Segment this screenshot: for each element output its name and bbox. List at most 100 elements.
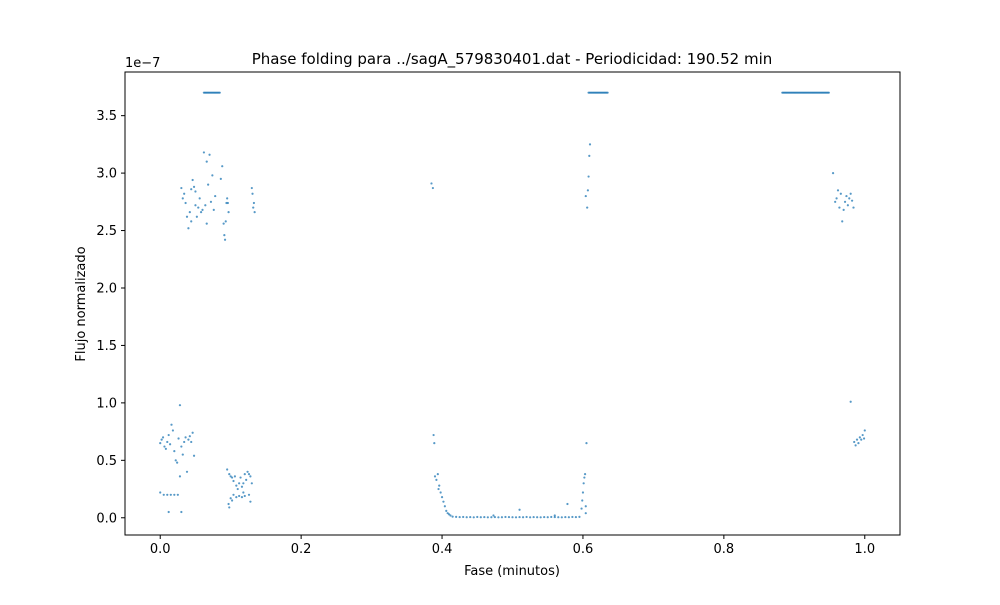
data-point bbox=[229, 497, 232, 500]
data-point bbox=[588, 154, 591, 157]
data-point bbox=[445, 509, 448, 512]
data-point bbox=[228, 473, 231, 476]
data-points bbox=[159, 91, 866, 519]
data-point bbox=[433, 475, 437, 478]
data-point bbox=[564, 515, 567, 519]
data-point bbox=[232, 479, 235, 483]
data-point bbox=[249, 475, 252, 478]
data-point bbox=[845, 194, 848, 198]
y-tick-label: 0.5 bbox=[96, 454, 117, 469]
data-point bbox=[188, 435, 191, 438]
data-point bbox=[439, 491, 442, 494]
data-point bbox=[430, 182, 433, 185]
data-point bbox=[163, 445, 166, 448]
data-point bbox=[586, 189, 589, 192]
data-point bbox=[858, 436, 861, 439]
data-point bbox=[173, 493, 176, 496]
x-axis-ticks: 0.0 0.2 0.4 0.6 0.8 1.0 bbox=[150, 535, 875, 557]
data-point bbox=[458, 515, 461, 519]
data-point bbox=[204, 204, 207, 207]
data-point bbox=[162, 493, 165, 496]
data-point bbox=[469, 515, 472, 519]
data-point bbox=[159, 491, 162, 494]
data-point bbox=[486, 516, 489, 519]
data-point bbox=[846, 204, 849, 207]
data-point bbox=[235, 495, 238, 499]
plot-frame bbox=[124, 71, 901, 536]
data-point bbox=[827, 91, 830, 94]
data-point bbox=[181, 453, 184, 456]
data-point bbox=[490, 516, 493, 519]
data-point bbox=[176, 493, 179, 496]
data-point bbox=[168, 443, 172, 446]
data-point bbox=[192, 454, 196, 457]
data-point bbox=[483, 515, 486, 519]
data-point bbox=[191, 178, 194, 182]
data-point bbox=[838, 206, 841, 209]
data-point bbox=[207, 183, 210, 186]
data-point bbox=[250, 186, 253, 190]
x-tick-label: 0.8 bbox=[714, 542, 735, 557]
data-point bbox=[169, 493, 172, 496]
x-tick-label: 1.0 bbox=[854, 542, 875, 557]
data-point bbox=[560, 516, 563, 519]
x-axis-label: Fase (minutos) bbox=[464, 564, 560, 579]
data-point bbox=[451, 515, 454, 518]
data-point bbox=[191, 431, 194, 434]
data-point bbox=[854, 444, 857, 447]
data-point bbox=[174, 459, 177, 462]
data-point bbox=[202, 151, 206, 154]
data-point bbox=[245, 478, 248, 481]
data-point bbox=[227, 502, 230, 506]
data-point bbox=[462, 515, 465, 519]
data-point bbox=[578, 515, 581, 518]
data-point bbox=[184, 436, 187, 439]
data-point bbox=[183, 192, 186, 195]
data-point bbox=[185, 215, 189, 218]
data-point bbox=[187, 227, 190, 230]
data-point bbox=[197, 206, 200, 209]
data-point bbox=[580, 507, 583, 510]
data-point bbox=[476, 515, 479, 519]
data-point bbox=[178, 404, 182, 407]
data-point bbox=[525, 515, 528, 519]
y-axis-ticks: 0.0 0.5 1.0 1.5 2.0 2.5 3.0 3.5 bbox=[96, 109, 125, 526]
data-point bbox=[198, 197, 201, 200]
data-point bbox=[835, 197, 838, 200]
data-point bbox=[539, 516, 542, 519]
data-point bbox=[167, 510, 170, 514]
data-point bbox=[238, 494, 241, 498]
data-point bbox=[465, 516, 468, 519]
data-point bbox=[536, 516, 539, 519]
data-point bbox=[586, 206, 589, 209]
data-point bbox=[571, 515, 574, 519]
data-point bbox=[581, 499, 584, 502]
data-point bbox=[553, 515, 556, 519]
data-point bbox=[449, 514, 452, 517]
data-point bbox=[252, 206, 255, 209]
data-point bbox=[238, 482, 241, 485]
data-point bbox=[841, 220, 844, 223]
y-tick-label: 1.0 bbox=[96, 396, 117, 411]
data-point bbox=[511, 516, 514, 519]
data-point bbox=[455, 515, 458, 518]
data-point bbox=[431, 186, 434, 190]
x-tick-label: 0.4 bbox=[432, 542, 453, 557]
data-point bbox=[187, 438, 190, 441]
data-point bbox=[233, 475, 237, 478]
data-point bbox=[843, 200, 847, 203]
data-point bbox=[247, 493, 251, 496]
data-point bbox=[159, 441, 162, 445]
data-point bbox=[192, 185, 196, 188]
data-point bbox=[190, 440, 193, 444]
data-point bbox=[194, 190, 197, 193]
data-point bbox=[584, 512, 587, 515]
data-point bbox=[566, 502, 569, 506]
data-point bbox=[550, 515, 553, 519]
data-point bbox=[583, 476, 586, 479]
data-point bbox=[588, 143, 592, 146]
data-point bbox=[584, 505, 587, 508]
